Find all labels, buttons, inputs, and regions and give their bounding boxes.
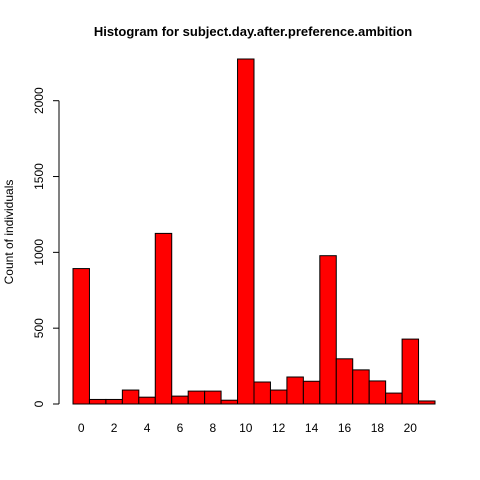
histogram-bar [302, 380, 321, 405]
x-tick-label: 16 [338, 421, 352, 435]
histogram-bar [253, 381, 271, 405]
x-tick-label: 6 [177, 421, 184, 435]
x-tick-label: 12 [272, 421, 286, 435]
histogram-bar [204, 390, 222, 405]
x-axis: 0 2 4 6 8 10 12 14 16 18 20 [78, 421, 417, 435]
y-tick-label: 500 [32, 318, 46, 338]
histogram-bar [187, 390, 206, 405]
bars-group [72, 58, 436, 405]
histogram-bar [237, 58, 255, 405]
histogram-bar [385, 392, 403, 405]
histogram-bar [220, 399, 239, 405]
y-tick-label: 1000 [32, 239, 46, 266]
histogram-bar [121, 389, 140, 405]
histogram-bar [401, 338, 420, 405]
histogram-bar [418, 400, 436, 405]
histogram-bar [286, 376, 304, 405]
x-tick-label: 20 [404, 421, 418, 435]
y-tick-label: 0 [32, 400, 46, 407]
histogram-bar [105, 398, 123, 405]
histogram-bar [154, 232, 173, 405]
histogram-bar [171, 395, 189, 405]
y-tick-label: 1500 [32, 163, 46, 190]
y-tick-label: 2000 [32, 87, 46, 114]
chart-title: Histogram for subject.day.after.preferen… [94, 24, 412, 39]
histogram-bar [352, 369, 370, 405]
histogram-bar [319, 255, 337, 405]
histogram-bar [88, 398, 107, 405]
x-tick-label: 10 [239, 421, 253, 435]
histogram-bar [269, 389, 288, 405]
histogram-bar [138, 396, 156, 405]
x-tick-label: 0 [78, 421, 85, 435]
x-tick-label: 2 [111, 421, 118, 435]
y-axis-label: Count of individuals [2, 180, 16, 285]
x-tick-label: 14 [305, 421, 319, 435]
x-tick-label: 4 [144, 421, 151, 435]
histogram-bar [335, 358, 354, 405]
histogram-bar [72, 268, 90, 405]
y-axis: 0 500 1000 1500 2000 [32, 87, 60, 407]
x-tick-label: 18 [371, 421, 385, 435]
x-tick-label: 8 [210, 421, 217, 435]
histogram-bar [368, 380, 387, 405]
